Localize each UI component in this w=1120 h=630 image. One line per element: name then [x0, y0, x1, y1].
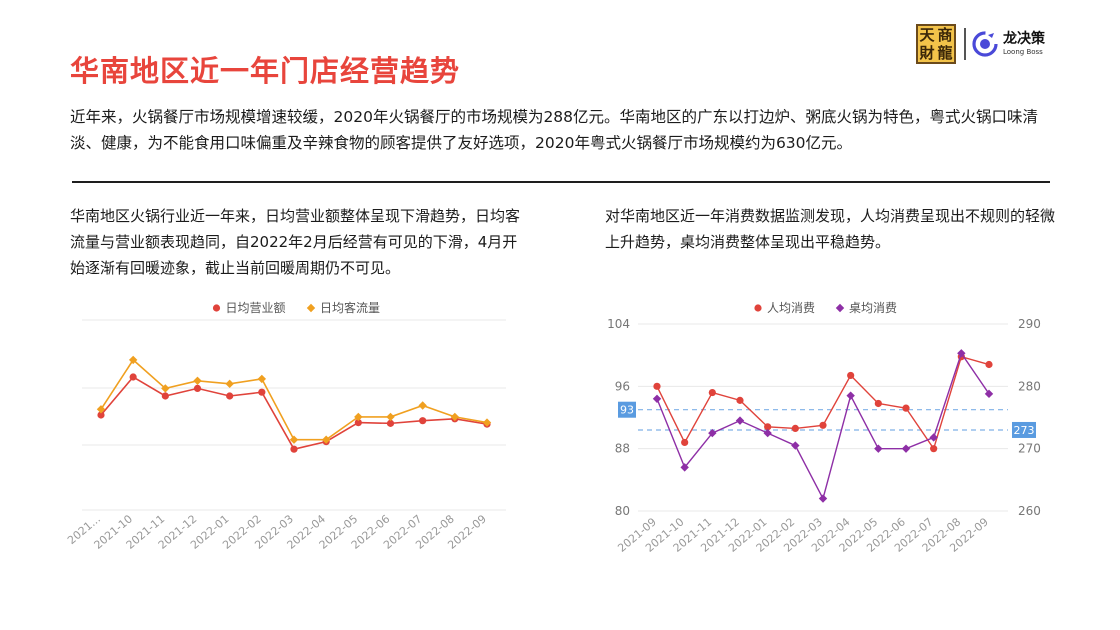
y-left-tick-label: 88: [615, 442, 630, 456]
data-point: [874, 399, 882, 408]
loong-dragon-icon: [972, 31, 998, 57]
y-left-tick-label: 104: [607, 317, 630, 331]
brand-name-en: Loong Boss: [1003, 48, 1043, 56]
legend-marker: [754, 304, 762, 312]
data-point: [290, 445, 298, 453]
data-point: [791, 424, 799, 433]
data-point: [450, 412, 460, 422]
data-point: [96, 405, 106, 414]
data-point: [847, 371, 855, 380]
data-point: [386, 412, 395, 422]
data-point: [354, 419, 362, 427]
revenue-traffic-chart: 日均营业额 日均客流量 2021... 2021-10 2021-11 2021-12 20…: [60, 290, 520, 580]
data-point: [819, 421, 827, 429]
data-point: [764, 423, 772, 431]
data-point: [818, 494, 828, 503]
revenue-traffic-chart-svg: 日均营业额 日均客流量2021...2021-102021-112021-1220…: [65, 300, 506, 552]
data-point: [419, 417, 427, 425]
series-line: [100, 358, 488, 441]
data-point: [128, 355, 138, 365]
legend-label: 日均营业额: [226, 301, 286, 315]
data-point: [653, 382, 661, 390]
data-point: [984, 389, 994, 399]
data-point: [289, 435, 299, 444]
data-point: [901, 444, 911, 453]
seal-char: 商: [937, 26, 953, 44]
seal-char: 財: [919, 44, 935, 62]
y-right-tick-label: 260: [1018, 504, 1041, 518]
seal-char: 龍: [937, 44, 953, 62]
left-description: 华南地区火锅行业近一年来，日均营业额整体呈现下滑趋势，日均客流量与营业额表现趋同…: [70, 207, 521, 277]
data-point: [225, 379, 234, 389]
y-right-tick-label: 270: [1018, 442, 1041, 456]
data-point: [652, 394, 662, 403]
section-divider: [72, 181, 1050, 183]
data-point: [226, 392, 234, 400]
reference-label: 93: [620, 404, 634, 417]
y-right-tick-label: 280: [1018, 379, 1041, 393]
page-title: 华南地区近一年门店经营趋势: [70, 54, 461, 88]
legend-marker: [212, 304, 221, 312]
data-point: [97, 411, 105, 419]
reference-badge: [618, 401, 636, 418]
legend-marker: [306, 303, 316, 313]
data-point: [482, 418, 492, 427]
data-point: [874, 444, 883, 453]
logo-divider: [964, 28, 966, 60]
tiancai-seal-logo: 天 商 財 龍: [916, 24, 956, 64]
data-point: [321, 435, 331, 444]
reference-label: 273: [1014, 424, 1035, 437]
intro-paragraph: 近年来，火锅餐厅市场规模增速较缓，2020年火锅餐厅的市场规模为288亿元。华南…: [70, 108, 1039, 152]
data-point: [161, 392, 169, 400]
legend-label: 人均消费: [767, 301, 815, 315]
data-point: [354, 412, 363, 422]
reference-badge: [1012, 421, 1036, 438]
brand-name-cn: 龙决策: [1003, 31, 1045, 47]
data-point: [902, 404, 910, 412]
data-point: [161, 384, 170, 393]
data-point: [735, 416, 745, 425]
data-point: [985, 360, 993, 369]
data-point: [257, 374, 267, 384]
data-point: [258, 388, 266, 396]
brand-logo: 天 商 財 龍 龙决策 Loong Boss: [916, 24, 1045, 64]
data-point: [681, 438, 689, 447]
y-right-tick-label: 290: [1018, 317, 1041, 331]
legend-label: 桌均消费: [849, 301, 897, 315]
series-line: [656, 355, 990, 451]
right-description: 对华南地区近一年消费数据监测发现，人均消费呈现出不规则的轻微上升趋势，桌均消费整…: [605, 207, 1056, 251]
data-point: [193, 376, 202, 385]
data-point: [930, 445, 938, 453]
data-point: [129, 373, 137, 381]
data-point: [846, 391, 855, 400]
data-point: [736, 396, 744, 404]
legend-marker: [835, 303, 845, 313]
consumption-chart: 80 88 96 104 260 270 280 290 人均消费 桌均消费 93 273 2021-0…: [590, 290, 1060, 580]
data-point: [708, 388, 716, 397]
data-point: [193, 384, 202, 392]
y-left-tick-label: 96: [615, 379, 630, 393]
data-point: [418, 401, 427, 410]
y-left-tick-label: 80: [615, 504, 630, 518]
seal-char: 天: [919, 26, 935, 44]
data-point: [386, 419, 395, 427]
legend-label: 日均客流量: [320, 300, 380, 315]
